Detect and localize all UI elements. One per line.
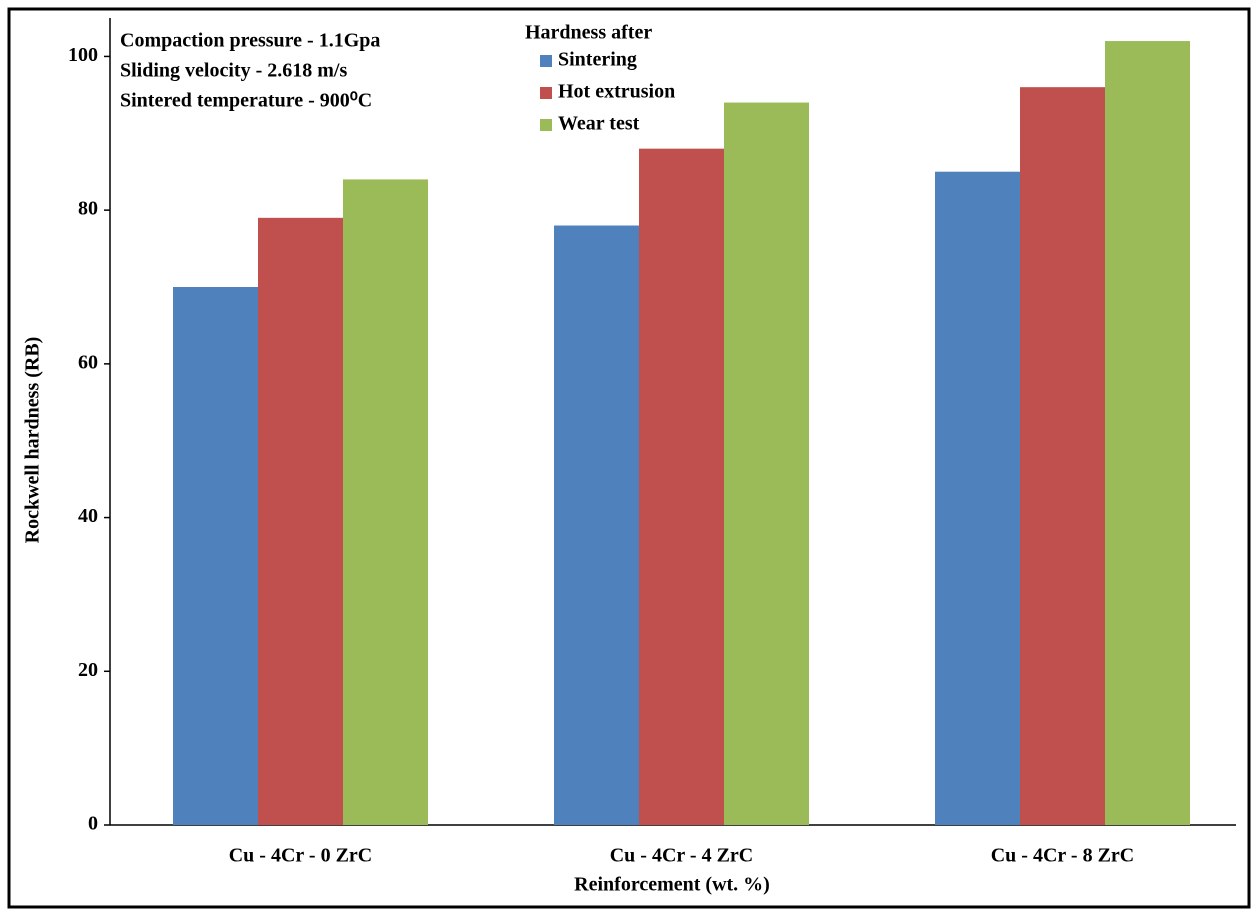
bar	[258, 217, 343, 826]
y-tick-label: 60	[78, 351, 98, 373]
legend-swatch	[540, 119, 552, 131]
legend-title: Hardness after	[525, 22, 652, 44]
bar	[554, 225, 639, 825]
x-tick-label: Cu - 4Cr - 8 ZrC	[991, 845, 1135, 867]
y-axis-label: Rockwell hardness (RB)	[22, 337, 44, 544]
y-tick-label: 80	[78, 198, 98, 220]
annotation: Sintered temperature - 900⁰C	[120, 90, 372, 112]
bar	[1020, 87, 1105, 825]
legend-swatch	[540, 87, 552, 99]
annotation: Compaction pressure - 1.1Gpa	[120, 30, 380, 52]
y-tick-label: 40	[78, 505, 98, 527]
x-axis-label: Reinforcement (wt. %)	[574, 874, 770, 896]
legend-label: Sintering	[558, 49, 637, 71]
y-tick-label: 100	[68, 44, 98, 66]
frame	[7, 7, 1251, 909]
y-tick-label: 20	[78, 659, 98, 681]
legend-label: Hot extrusion	[558, 81, 675, 103]
x-tick-label: Cu - 4Cr - 4 ZrC	[610, 845, 754, 867]
legend-swatch	[540, 55, 552, 67]
bar	[724, 102, 809, 826]
bar	[1105, 41, 1190, 826]
bar	[639, 148, 724, 825]
x-tick-label: Cu - 4Cr - 0 ZrC	[229, 845, 373, 867]
annotation: Sliding velocity - 2.618 m/s	[120, 60, 347, 82]
bar	[173, 287, 258, 825]
y-tick-label: 0	[88, 813, 98, 835]
legend-label: Wear test	[558, 113, 640, 135]
bar	[343, 179, 428, 825]
bar	[935, 171, 1020, 825]
